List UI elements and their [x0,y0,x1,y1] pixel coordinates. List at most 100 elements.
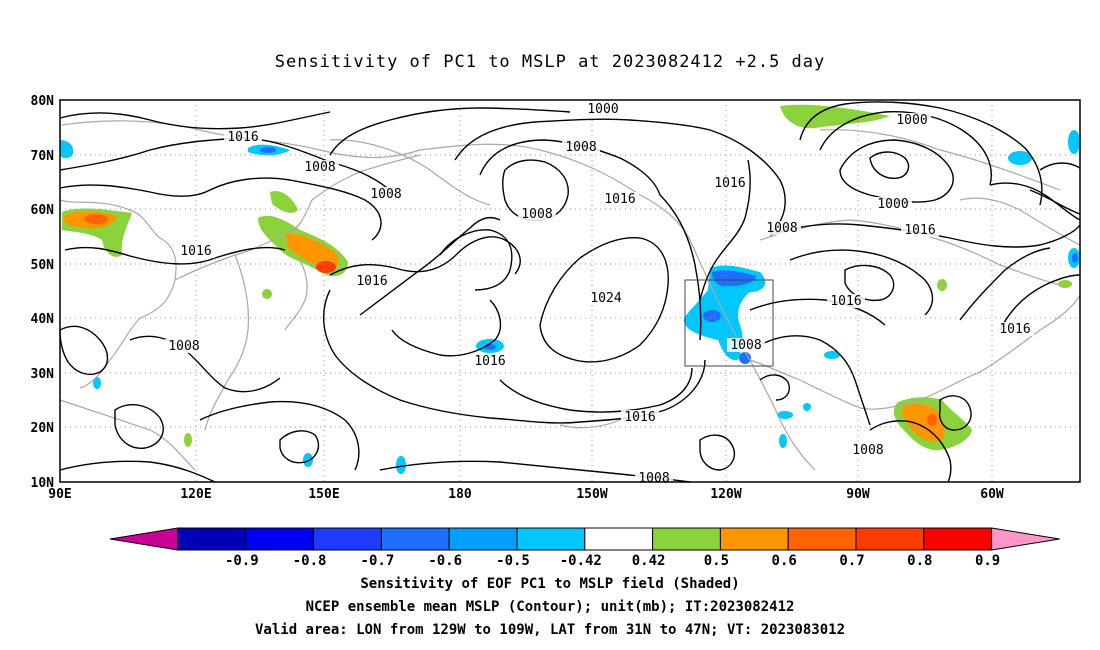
colorbar-tick-label: 0.7 [839,553,864,569]
colorbar-tick-label: -0.8 [293,553,327,569]
shade-green-arctic [780,104,890,129]
colorbar-cell [516,527,586,551]
colorbar-over-triangle [991,527,1060,551]
valid-area-box [684,279,774,367]
contour-label-bg [996,322,1034,336]
shade-blue-s2 [303,453,313,467]
colorbar-cell [380,527,450,551]
lon-label: 90W [846,487,870,502]
lon-axis: 90E 120E 150E 180 150W 120W 90W 60W [48,487,1004,502]
colorbar-tick-label: -0.6 [428,553,462,569]
colorbar-tick-label: 0.9 [975,553,1000,569]
shade-blue-arctic3 [1068,130,1080,154]
captions: Sensitivity of EOF PC1 to MSLP field (Sh… [255,576,845,638]
shade-green-s4 [184,433,192,447]
shade-blue-s3 [93,377,101,389]
lon-label: 180 [448,487,472,502]
colorbar-cell [855,527,925,551]
colorbar-cell [787,527,857,551]
shade-red-carib [927,414,937,426]
contour-label: 1008 [638,471,669,486]
contour-label-bg [367,187,405,201]
contour-label-bg [165,339,203,353]
contour-label: 1008 [521,207,552,222]
contour-label-bg [849,443,887,457]
shade-blue-westcoast4 [739,352,751,364]
shade-blue-e3 [779,434,787,448]
contour-label: 1016 [714,176,745,191]
colorbar-cell [313,527,382,551]
shade-blue-e4 [803,403,811,411]
contour-label: 1008 [852,443,883,458]
contour-label-bg [601,192,639,206]
shade-green-small1 [262,289,272,299]
coastlines [59,120,1081,471]
map-frame [59,99,1081,483]
caption-line: NCEP ensemble mean MSLP (Contour); unit(… [306,599,795,615]
contour-label: 1008 [766,221,797,236]
contour-label-bg [621,410,659,424]
lat-label: 20N [31,421,55,436]
colorbar-under-triangle [109,527,179,551]
contour-label: 1016 [904,223,935,238]
contour-labels: 1016 1008 1008 1008 1016 1016 1008 1008 1000 1016… [165,102,1034,486]
contour-label: 1000 [587,102,618,117]
map-panel: 1016 1008 1008 1008 1016 1016 1008 1008 1000 1016… [59,99,1081,486]
contour-label-bg [727,338,765,352]
contour-label-bg [584,102,622,116]
shade-green-japan2 [270,190,298,213]
lon-label: 90E [48,487,71,502]
contour-label: 1008 [168,339,199,354]
lat-label: 50N [31,258,55,273]
shade-blue-re2 [1072,253,1078,263]
lat-axis: 80N 70N 60N 50N 40N 30N 20N 10N [31,94,55,491]
shade-blue-e1 [824,351,840,359]
contour-label-bg [893,113,931,127]
contour-label-bg [711,176,749,190]
lat-label: 60N [31,203,55,218]
lon-label: 150W [576,487,607,502]
shade-blue-arctic1b [260,147,276,153]
shade-green-re2 [1058,280,1072,288]
contour-label: 1008 [730,338,761,353]
colorbar-tick-label: 0.5 [704,553,729,569]
colorbar: -0.9 -0.8 -0.7 -0.6 -0.5 -0.42 0.42 0.5 0.6 0.7 0.… [109,527,1060,569]
contour-label: 1008 [370,187,401,202]
colorbar-cell [177,527,247,551]
contour-label-bg [518,207,556,221]
contour-label-bg [763,221,801,235]
contour-label-bg [827,294,865,308]
shade-orange-carib [902,403,945,442]
contour-label: 1024 [590,291,621,306]
colorbar-tick-label: -0.42 [560,553,602,569]
shade-red-japan [316,261,336,273]
contour-label-bg [874,197,912,211]
contour-label-bg [301,160,339,174]
chart-title: Sensitivity of PC1 to MSLP at 2023082412… [275,52,826,72]
contour-label-bg [471,354,509,368]
contour-label-bg [562,140,600,154]
lat-label: 80N [31,94,55,109]
contour-label: 1016 [999,322,1030,337]
shade-blue-s1 [396,456,406,474]
lon-label: 150E [308,487,339,502]
shade-blue-westcoast2 [712,270,756,287]
contour-label-bg [587,291,625,305]
lon-label: 120W [710,487,741,502]
lat-label: 40N [31,312,55,327]
contour-label: 1000 [896,113,927,128]
colorbar-cell [652,527,721,551]
contour-label: 1016 [474,354,505,369]
contour-label-bg [901,223,939,237]
shade-blue-westcoast3 [703,310,721,322]
colorbar-cell [245,527,315,551]
colorbar-cell [719,527,789,551]
shade-green-re [937,279,947,291]
contour-label: 1008 [304,160,335,175]
contour-label: 1016 [227,130,258,145]
colorbar-tick-label: -0.9 [225,553,259,569]
colorbar-tick-label: -0.7 [361,553,395,569]
colorbar-tick-label: 0.42 [632,553,666,569]
contour-label: 1016 [830,294,861,309]
caption-line: Valid area: LON from 129W to 109W, LAT f… [255,622,845,638]
